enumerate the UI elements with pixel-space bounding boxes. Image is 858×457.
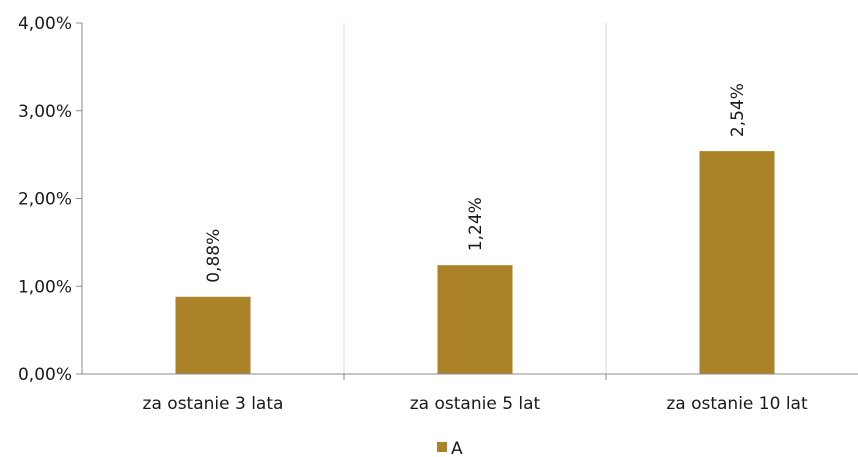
y-tick-label: 3,00% (18, 102, 72, 122)
category-separators (343, 23, 607, 374)
x-category-label: za ostanie 5 lat (410, 394, 541, 414)
legend: A (437, 439, 463, 457)
y-axis: 0,00% 1,00% 2,00% 3,00% 4,00% (18, 14, 83, 385)
bar-data-label: 2,54% (728, 83, 748, 137)
x-category-label: za ostanie 3 lata (143, 394, 284, 414)
bar-data-label: 1,24% (466, 197, 486, 251)
y-tick-label: 0,00% (18, 365, 72, 385)
legend-label: A (451, 439, 463, 457)
y-tick-label: 4,00% (18, 14, 72, 34)
x-axis: za ostanie 3 lata za ostanie 5 lat za osta… (82, 373, 858, 414)
bar (175, 296, 251, 374)
legend-swatch (437, 442, 447, 452)
bar-data-label: 0,88% (204, 229, 224, 283)
y-tick-label: 2,00% (18, 190, 72, 210)
bar (437, 265, 513, 374)
x-category-label: za ostanie 10 lat (666, 394, 808, 414)
bar-series (175, 151, 775, 374)
data-labels: 0,88% 1,24% 2,54% (204, 83, 748, 283)
bar (699, 151, 775, 374)
y-tick-label: 1,00% (18, 277, 72, 297)
